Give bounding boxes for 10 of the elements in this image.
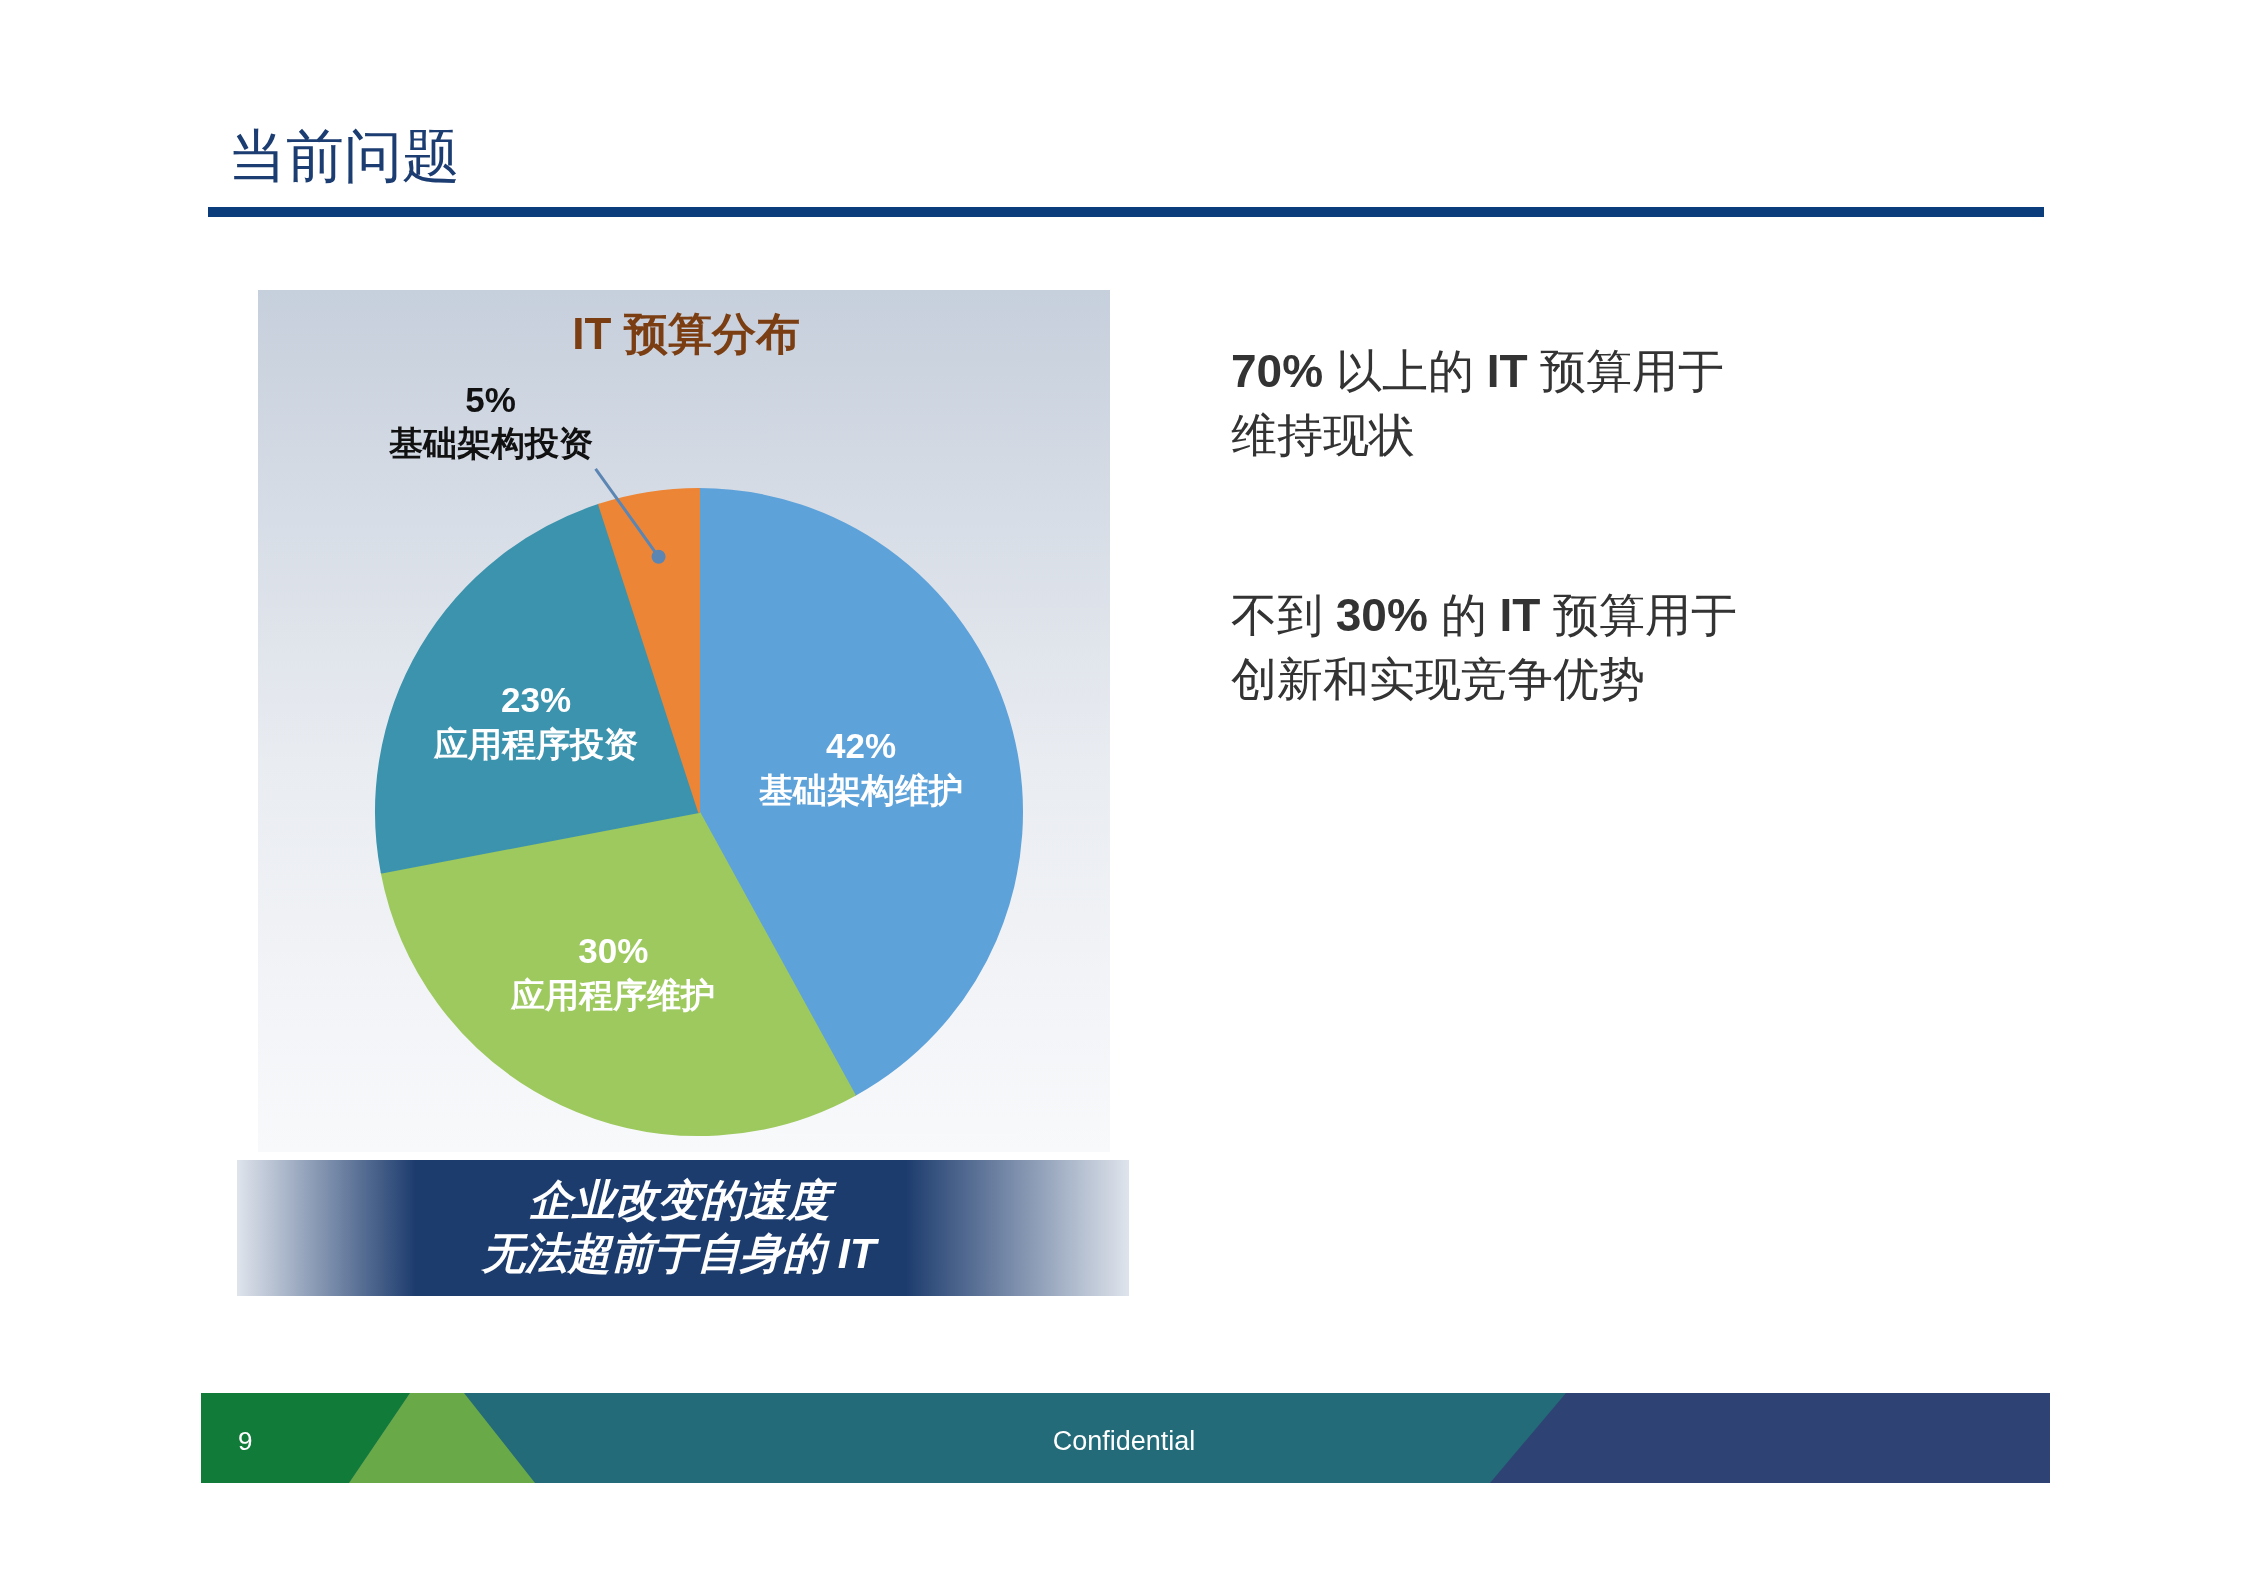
data-label: 5% (465, 379, 516, 419)
slice-label: 应用程序维护 (510, 975, 716, 1014)
data-label: 30% (578, 930, 649, 970)
data-label: 23% (501, 679, 572, 719)
data-label: 42% (826, 725, 897, 765)
slice-label: 基础架构投资 (387, 423, 593, 462)
slice-label: 应用程序投资 (433, 724, 639, 763)
chart-title: IT 预算分布 (572, 309, 800, 358)
slice-label: 基础架构维护 (758, 770, 964, 809)
heading: 当前问题 (228, 124, 460, 190)
